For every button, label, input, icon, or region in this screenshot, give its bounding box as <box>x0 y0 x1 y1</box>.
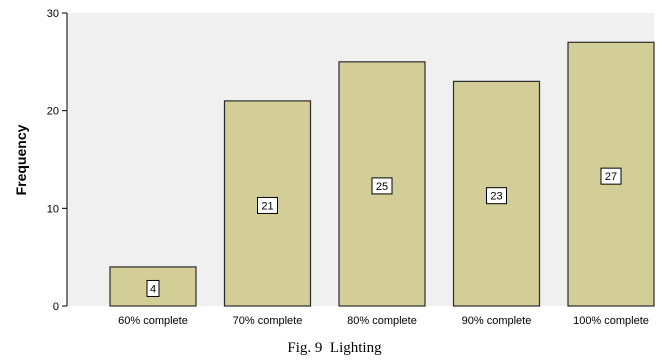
x-tick-label-4: 90% complete <box>462 315 532 327</box>
data-label-box-5 <box>600 167 622 185</box>
data-label-3: 25 <box>376 181 388 193</box>
data-label-box-1 <box>146 279 160 297</box>
y-tick-label-30: 30 <box>47 8 59 20</box>
data-labels: 4 21 25 23 27 <box>146 167 622 297</box>
y-tick-label-0: 0 <box>53 301 59 313</box>
data-label-5: 27 <box>605 171 617 183</box>
x-tick-label-3: 80% complete <box>347 315 417 327</box>
bar-chart: 4 21 25 23 27 60% complete 70% complete 80% co… <box>13 8 655 327</box>
axes: 60% complete 70% complete 80% complete 90% … <box>47 8 649 327</box>
x-tick-label-2: 70% complete <box>233 315 303 327</box>
x-tick-label-1: 60% complete <box>118 315 188 327</box>
x-tick-label-5: 100% complete <box>573 315 649 327</box>
y-axis-title: Frequency <box>13 124 29 195</box>
figure-caption: Fig. 9 Lighting <box>287 340 382 356</box>
y-tick-label-20: 20 <box>47 106 59 118</box>
data-label-1: 4 <box>150 283 156 295</box>
y-tick-label-10: 10 <box>47 203 59 215</box>
data-label-box-3 <box>371 177 393 195</box>
data-label-4: 23 <box>490 191 502 203</box>
data-label-box-2 <box>257 196 278 214</box>
data-label-2: 21 <box>261 200 273 212</box>
data-label-box-4 <box>486 187 507 205</box>
